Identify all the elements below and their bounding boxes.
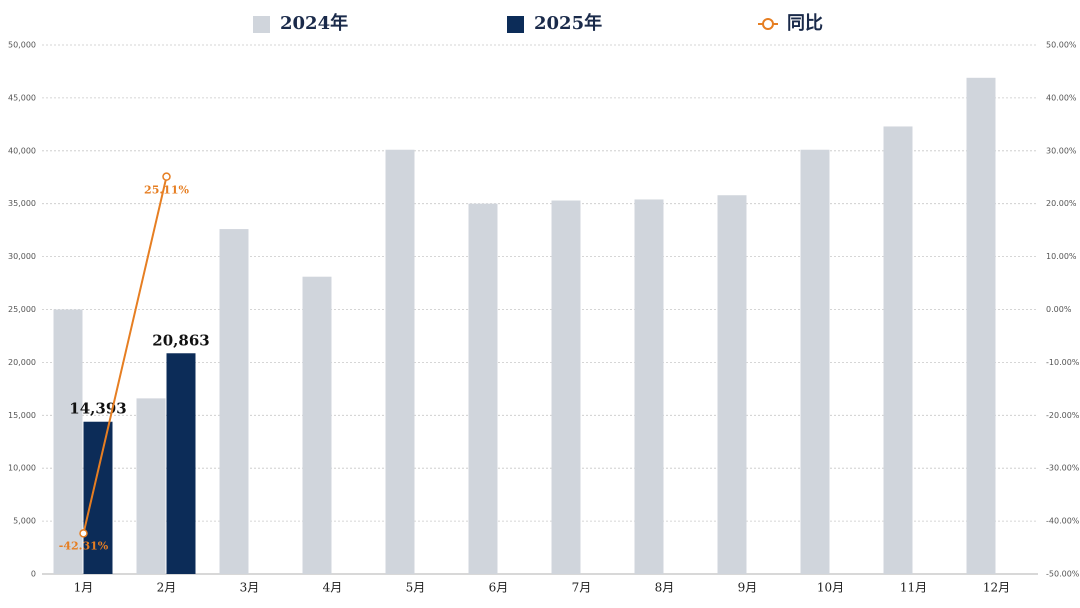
y2-tick-label: 10.00% <box>1046 252 1077 261</box>
y2-tick-label: -50.00% <box>1046 570 1080 579</box>
x-tick-label: 11月 <box>900 581 927 595</box>
legend-marker <box>762 18 774 30</box>
x-tick-label: 4月 <box>323 581 343 595</box>
y2-tick-label: 40.00% <box>1046 93 1077 102</box>
value-label: 20,863 <box>152 331 209 349</box>
y2-tick-label: 30.00% <box>1046 146 1077 155</box>
y-tick-label: 5,000 <box>13 517 36 526</box>
y-tick-label: 20,000 <box>8 358 36 367</box>
x-tick-label: 7月 <box>572 581 592 595</box>
legend-label: 同比 <box>787 13 823 34</box>
x-tick-label: 10月 <box>817 581 844 595</box>
y-tick-label: 0 <box>31 570 36 579</box>
line-point <box>162 172 171 181</box>
bar <box>302 276 332 574</box>
y-tick-label: 15,000 <box>8 411 36 420</box>
x-tick-label: 1月 <box>74 581 94 595</box>
x-tick-label: 3月 <box>240 581 260 595</box>
y2-tick-label: 0.00% <box>1046 305 1072 314</box>
bar <box>83 421 113 574</box>
legend-label: 2024年 <box>280 12 348 34</box>
value-label: 25.11% <box>144 184 189 197</box>
y-tick-label: 35,000 <box>8 199 36 208</box>
y-tick-label: 30,000 <box>8 252 36 261</box>
bar <box>53 309 83 574</box>
bar <box>468 203 498 574</box>
value-label: -42.31% <box>59 539 109 552</box>
legend-swatch <box>507 16 524 33</box>
bar <box>966 77 996 574</box>
legend-label: 2025年 <box>534 12 602 34</box>
y2-tick-label: -10.00% <box>1046 358 1080 367</box>
y2-tick-label: -20.00% <box>1046 411 1080 420</box>
bar <box>219 229 249 575</box>
bar <box>166 353 196 574</box>
bar <box>634 199 664 574</box>
y2-tick-label: -30.00% <box>1046 464 1080 473</box>
bar <box>800 149 830 574</box>
x-tick-label: 12月 <box>983 581 1010 595</box>
y-tick-label: 45,000 <box>8 93 36 102</box>
y-tick-label: 10,000 <box>8 464 36 473</box>
bar <box>883 126 913 574</box>
value-label: 14,393 <box>69 400 126 418</box>
x-tick-label: 5月 <box>406 581 426 595</box>
y-tick-label: 25,000 <box>8 305 36 314</box>
bar <box>717 195 747 574</box>
y-tick-label: 40,000 <box>8 146 36 155</box>
line <box>82 176 168 534</box>
x-tick-label: 8月 <box>655 581 675 595</box>
y-tick-label: 50,000 <box>8 41 36 50</box>
bar <box>136 398 166 574</box>
y2-tick-label: 20.00% <box>1046 199 1077 208</box>
y2-tick-label: 50.00% <box>1046 41 1077 50</box>
line-point <box>79 529 88 538</box>
x-tick-label: 9月 <box>738 581 758 595</box>
legend-swatch <box>253 16 270 33</box>
x-tick-label: 2月 <box>157 581 177 595</box>
bar <box>385 149 415 574</box>
y2-tick-label: -40.00% <box>1046 517 1080 526</box>
bar <box>551 200 581 574</box>
x-tick-label: 6月 <box>489 581 509 595</box>
